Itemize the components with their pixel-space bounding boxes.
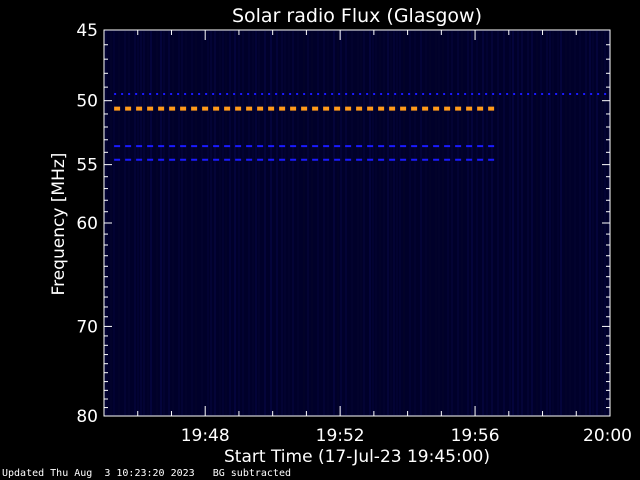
y-axis-label: Frequency [MHz] (49, 153, 69, 296)
y-tick-label: 45 (76, 21, 98, 41)
x-tick-label: 20:00 (583, 426, 632, 446)
footer-note: BG subtracted (212, 468, 291, 479)
y-tick-label: 60 (76, 214, 98, 234)
y-axis: 45 50 55 60 70 80 (76, 21, 610, 427)
x-tick-label: 19:48 (181, 426, 230, 446)
x-axis: 19:48 19:52 19:56 20:00 (103, 30, 632, 446)
y-tick-label: 80 (76, 407, 98, 427)
x-tick-label: 19:52 (316, 426, 365, 446)
noise-stripes (105, 31, 610, 415)
x-tick-label: 19:56 (451, 426, 500, 446)
plot-area (104, 30, 610, 416)
x-axis-label: Start Time (17-Jul-23 19:45:00) (224, 447, 490, 467)
y-tick-label: 50 (76, 92, 98, 112)
footer-updated: Updated Thu Aug 3 10:23:20 2023 (2, 468, 195, 479)
y-tick-label: 55 (76, 156, 98, 176)
y-tick-label: 70 (76, 317, 98, 337)
footer: Updated Thu Aug 3 10:23:20 2023 BG subtr… (2, 468, 291, 479)
chart-title: Solar radio Flux (Glasgow) (232, 5, 482, 27)
emission-bands (114, 92, 610, 161)
